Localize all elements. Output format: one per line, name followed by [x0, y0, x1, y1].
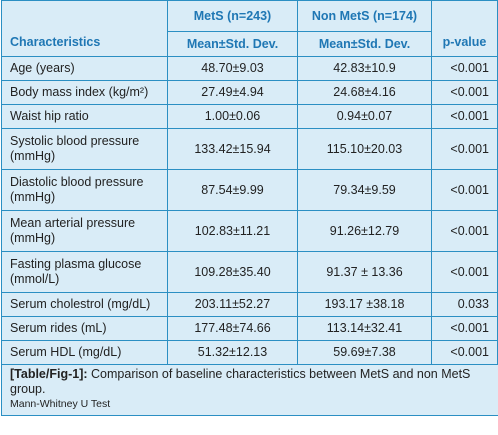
nonmets-value: 79.34±9.59 [297, 169, 432, 211]
p-value: <0.001 [431, 251, 498, 293]
table-row: Serum cholestrol (mg/dL) 203.11±52.27 19… [1, 292, 498, 317]
p-value: <0.001 [431, 128, 498, 170]
nonmets-value: 91.37 ± 13.36 [297, 251, 432, 293]
header-mets-stat: Mean±Std. Dev. [167, 31, 298, 57]
table-row: Diastolic blood pressure (mmHg) 87.54±9.… [1, 169, 498, 211]
row-label: Serum HDL (mg/dL) [1, 340, 168, 365]
header-pvalue: p-value [431, 0, 498, 57]
nonmets-value: 113.14±32.41 [297, 316, 432, 341]
caption-tag: [Table/Fig-1]: [10, 367, 88, 381]
p-value: 0.033 [431, 292, 498, 317]
nonmets-value: 0.94±0.07 [297, 104, 432, 129]
table-footnote: Mann-Whitney U Test [1, 397, 498, 416]
p-value: <0.001 [431, 340, 498, 365]
mets-value: 133.42±15.94 [167, 128, 298, 170]
nonmets-value: 91.26±12.79 [297, 210, 432, 252]
row-label: Diastolic blood pressure (mmHg) [1, 169, 168, 211]
characteristics-table: Characteristics MetS (n=243) Non MetS (n… [1, 0, 498, 365]
mets-value: 51.32±12.13 [167, 340, 298, 365]
table-row: Age (years) 48.70±9.03 42.83±10.9 <0.001 [1, 56, 498, 81]
row-label: Body mass index (kg/m²) [1, 80, 168, 105]
row-label: Serum cholestrol (mg/dL) [1, 292, 168, 317]
row-label: Mean arterial pressure (mmHg) [1, 210, 168, 252]
mets-value: 27.49±4.94 [167, 80, 298, 105]
table-figure: Characteristics MetS (n=243) Non MetS (n… [1, 0, 498, 416]
row-label: Waist hip ratio [1, 104, 168, 129]
nonmets-value: 193.17 ±38.18 [297, 292, 432, 317]
p-value: <0.001 [431, 210, 498, 252]
table-row: Mean arterial pressure (mmHg) 102.83±11.… [1, 210, 498, 252]
p-value: <0.001 [431, 104, 498, 129]
header-nonmets-group: Non MetS (n=174) [297, 0, 432, 32]
row-label: Age (years) [1, 56, 168, 81]
table-row: Systolic blood pressure (mmHg) 133.42±15… [1, 128, 498, 170]
mets-value: 48.70±9.03 [167, 56, 298, 81]
mets-value: 102.83±11.21 [167, 210, 298, 252]
row-label: Systolic blood pressure (mmHg) [1, 128, 168, 170]
table-row: Serum rides (mL) 177.48±74.66 113.14±32.… [1, 316, 498, 341]
nonmets-value: 24.68±4.16 [297, 80, 432, 105]
nonmets-value: 115.10±20.03 [297, 128, 432, 170]
header-row-stats: Mean±Std. Dev. Mean±Std. Dev. [2, 31, 498, 57]
row-label: Fasting plasma glucose (mmol/L) [1, 251, 168, 293]
header-row-groups: Characteristics MetS (n=243) Non MetS (n… [1, 0, 498, 57]
table-row: Body mass index (kg/m²) 27.49±4.94 24.68… [1, 80, 498, 105]
p-value: <0.001 [431, 169, 498, 211]
nonmets-value: 59.69±7.38 [297, 340, 432, 365]
p-value: <0.001 [431, 56, 498, 81]
nonmets-value: 42.83±10.9 [297, 56, 432, 81]
p-value: <0.001 [431, 80, 498, 105]
table-row: Serum HDL (mg/dL) 51.32±12.13 59.69±7.38… [1, 340, 498, 365]
header-mets-group: MetS (n=243) [167, 0, 298, 32]
row-label: Serum rides (mL) [1, 316, 168, 341]
table-row: Fasting plasma glucose (mmol/L) 109.28±3… [1, 251, 498, 293]
table-row: Waist hip ratio 1.00±0.06 0.94±0.07 <0.0… [1, 104, 498, 129]
mets-value: 177.48±74.66 [167, 316, 298, 341]
header-nonmets-stat: Mean±Std. Dev. [297, 31, 432, 57]
mets-value: 203.11±52.27 [167, 292, 298, 317]
mets-value: 87.54±9.99 [167, 169, 298, 211]
mets-value: 109.28±35.40 [167, 251, 298, 293]
p-value: <0.001 [431, 316, 498, 341]
mets-value: 1.00±0.06 [167, 104, 298, 129]
header-characteristics: Characteristics [1, 0, 168, 57]
caption-text: Comparison of baseline characteristics b… [10, 367, 471, 396]
table-caption: [Table/Fig-1]: Comparison of baseline ch… [1, 365, 498, 397]
